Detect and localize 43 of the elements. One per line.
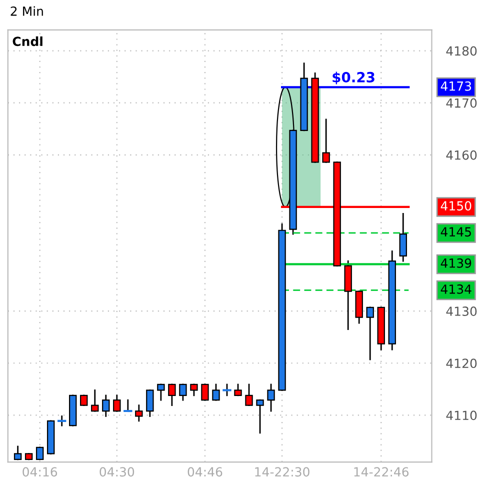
candlestick xyxy=(91,389,99,412)
candlestick xyxy=(36,446,44,460)
candlestick xyxy=(124,399,132,412)
candlestick xyxy=(146,389,154,417)
x-tick-label: 04:46 xyxy=(188,467,222,477)
candlestick xyxy=(212,384,220,401)
y-tick-label: 4160 xyxy=(446,150,477,160)
y-tick-label: 4180 xyxy=(446,46,477,56)
ref-line-label: 4150 xyxy=(440,201,472,211)
x-tick-label: 14-22:30 xyxy=(255,467,310,477)
candlestick xyxy=(245,384,253,406)
annotation: $0.23 xyxy=(332,72,374,84)
candlestick xyxy=(234,384,242,396)
candlestick xyxy=(58,416,66,426)
candlestick xyxy=(135,404,143,422)
y-tick-label: 4110 xyxy=(446,410,477,420)
candlestick xyxy=(366,306,374,360)
y-tick-label: 4170 xyxy=(446,98,477,108)
candlestick xyxy=(14,446,22,460)
candlestick xyxy=(179,384,187,401)
annotation: Cndl xyxy=(12,36,42,46)
y-tick-label: 4130 xyxy=(446,306,477,316)
candlestick xyxy=(113,394,121,412)
candlestick xyxy=(399,213,407,262)
chart-title: 2 Min xyxy=(10,6,43,16)
ref-line-label: 4139 xyxy=(440,258,472,268)
candlestick xyxy=(322,118,330,163)
candlestick xyxy=(190,384,198,396)
ref-line-label: 4145 xyxy=(440,227,471,237)
x-tick-label: 14-22:46 xyxy=(354,467,409,477)
candlestick xyxy=(102,394,110,417)
ref-line-label: 4134 xyxy=(440,284,472,294)
y-tick-label: 4120 xyxy=(446,358,477,368)
candlestick xyxy=(222,384,232,396)
x-tick-label: 04:16 xyxy=(22,467,58,477)
ref-line-label: 4173 xyxy=(440,81,472,91)
candlestick xyxy=(201,384,209,401)
candlestick xyxy=(267,384,275,412)
x-tick-label: 04:30 xyxy=(100,467,134,477)
candlestick xyxy=(168,384,176,406)
candlestick xyxy=(80,394,88,406)
candlestick xyxy=(157,384,165,401)
candlestick xyxy=(256,399,264,434)
